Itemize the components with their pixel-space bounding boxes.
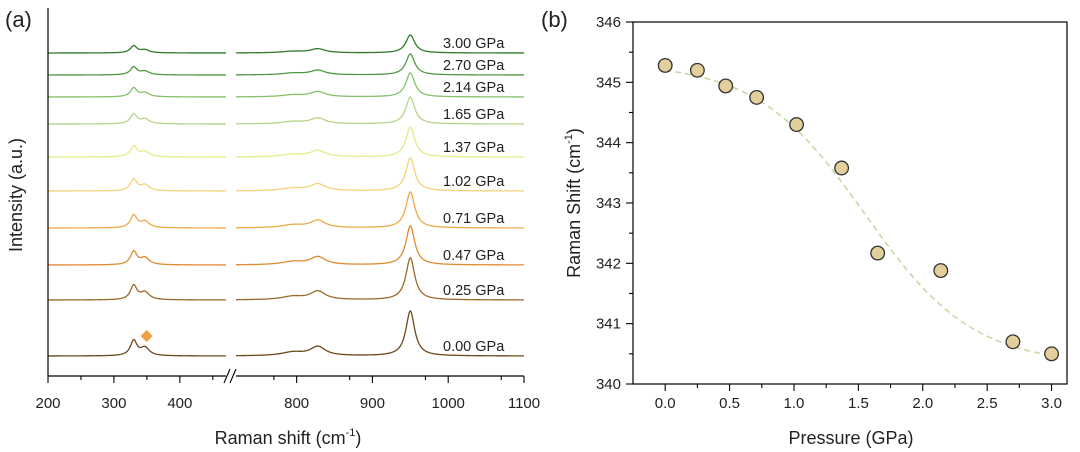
x-tick-label: 400 xyxy=(167,395,192,412)
x-tick-label: 200 xyxy=(35,395,60,412)
pressure-label: 2.70 GPa xyxy=(443,58,505,74)
b-y-axis-title: Raman Shift (cm-1) xyxy=(563,128,584,278)
y-tick-label: 342 xyxy=(596,255,621,272)
data-point xyxy=(657,57,673,73)
spectrum-line xyxy=(48,309,524,357)
spectrum-line xyxy=(48,53,524,76)
spectrum-line xyxy=(48,157,524,192)
pressure-label: 0.25 GPa xyxy=(443,283,505,299)
a-x-axis-title: Raman shift (cm-1) xyxy=(215,427,362,448)
data-point xyxy=(933,263,949,279)
x-tick-label: 300 xyxy=(101,395,126,412)
x-tick-label: 1000 xyxy=(432,395,465,412)
data-point xyxy=(870,245,886,261)
x-tick-label: 800 xyxy=(284,395,309,412)
axis-break-mark xyxy=(223,368,237,384)
x-tick-label: 2.0 xyxy=(912,395,933,412)
a-y-axis-title: Intensity (a.u.) xyxy=(6,138,26,252)
x-tick-label: 3.0 xyxy=(1041,395,1062,412)
data-point xyxy=(1044,346,1059,362)
x-tick-label: 1.0 xyxy=(784,395,805,412)
data-point xyxy=(718,78,734,94)
peak-marker-diamond xyxy=(140,330,153,342)
x-tick-label: 0.0 xyxy=(655,395,676,412)
b-x-ticks: 0.0 0.5 1.0 1.5 2.0 2.5 3.0 xyxy=(655,384,1062,412)
data-point xyxy=(789,117,805,133)
panel-a: (a) 0.00 GPa 0.25 GPa 0.47 GPa 0.71 GPa 1.02… xyxy=(5,7,540,448)
fit-curve xyxy=(665,69,1052,357)
panel-b-label: (b) xyxy=(541,7,568,32)
pressure-label: 0.00 GPa xyxy=(443,339,505,355)
spectrum-line xyxy=(48,190,524,229)
spectrum-line xyxy=(48,224,524,266)
x-tick-label: 900 xyxy=(360,395,385,412)
a-x-ticks: 200 300 400 800 900 1000 1100 xyxy=(35,376,540,412)
x-tick-label: 0.5 xyxy=(719,395,740,412)
data-point xyxy=(749,89,765,105)
spectrum-line xyxy=(48,72,524,98)
x-tick-label: 1.5 xyxy=(848,395,869,412)
data-point xyxy=(1005,334,1021,350)
panel-b: (b) 0.0 0.5 1.0 1.5 2.0 2.5 3.0 34034134234334… xyxy=(541,7,1068,448)
y-tick-label: 346 xyxy=(596,14,621,31)
pressure-label: 2.14 GPa xyxy=(443,80,505,96)
spectrum-line xyxy=(47,126,524,158)
y-tick-label: 344 xyxy=(596,135,621,152)
pressure-label: 3.00 GPa xyxy=(443,36,505,52)
spectrum-line xyxy=(48,256,524,301)
b-x-axis-title: Pressure (GPa) xyxy=(788,428,913,448)
data-point xyxy=(834,160,850,176)
spectrum-line xyxy=(48,34,524,54)
pressure-label: 0.47 GPa xyxy=(443,248,505,264)
y-tick-label: 343 xyxy=(596,195,621,212)
pressure-label: 1.37 GPa xyxy=(443,140,505,156)
y-tick-label: 341 xyxy=(596,316,621,333)
spectrum-line xyxy=(48,96,524,125)
pressure-labels: 0.00 GPa 0.25 GPa 0.47 GPa 0.71 GPa 1.02 GPa… xyxy=(443,36,505,355)
pressure-label: 0.71 GPa xyxy=(443,211,505,227)
raman-spectra xyxy=(47,34,524,357)
b-y-ticks: 340 341 342 343 344 345 346 xyxy=(596,14,633,393)
panel-a-label: (a) xyxy=(5,7,32,32)
pressure-label: 1.02 GPa xyxy=(443,174,505,190)
data-points xyxy=(657,57,1059,362)
x-tick-label: 2.5 xyxy=(977,395,998,412)
y-tick-label: 340 xyxy=(596,376,621,393)
x-tick-label: 1100 xyxy=(508,395,540,412)
y-tick-label: 345 xyxy=(596,74,621,91)
data-point xyxy=(689,62,705,78)
pressure-label: 1.65 GPa xyxy=(443,107,505,123)
